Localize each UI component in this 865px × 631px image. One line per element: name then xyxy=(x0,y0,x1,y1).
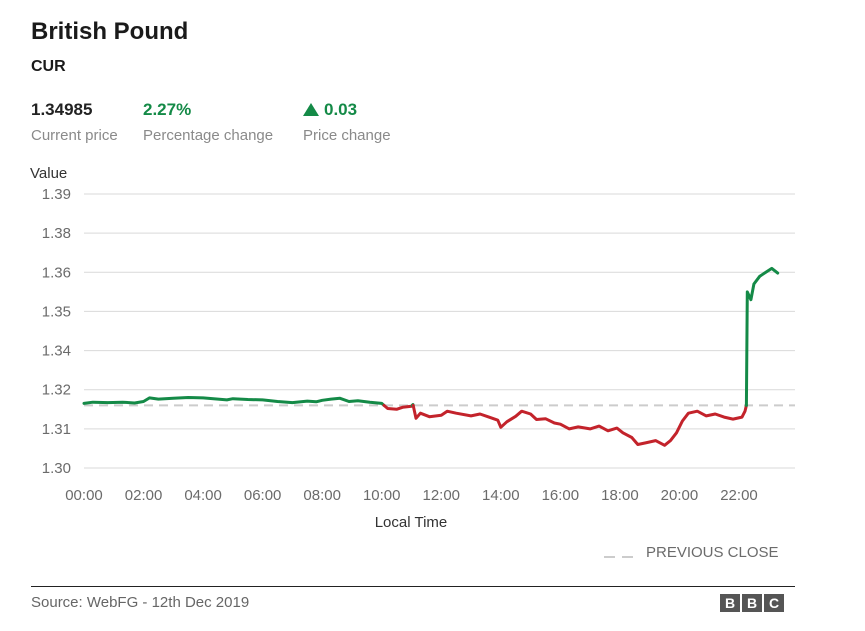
percentage-change-label: Percentage change xyxy=(143,127,274,144)
price-series xyxy=(82,266,780,447)
current-price-label: Current price xyxy=(31,127,118,144)
source-text: Source: WebFG - 12th Dec 2019 xyxy=(31,594,250,611)
logo-letter: B xyxy=(742,594,762,612)
x-tick-label: 00:00 xyxy=(65,487,103,504)
y-tick-label: 1.34 xyxy=(42,343,71,360)
y-tick-label: 1.38 xyxy=(42,225,71,242)
up-arrow-icon xyxy=(303,103,319,116)
x-tick-label: 08:00 xyxy=(303,487,341,504)
series-line-up xyxy=(82,396,386,407)
x-tick-label: 16:00 xyxy=(542,487,580,504)
x-tick-label: 20:00 xyxy=(661,487,699,504)
current-price-stat: 1.34985 Current price xyxy=(31,100,118,144)
x-axis-title: Local Time xyxy=(375,514,448,531)
x-tick-label: 10:00 xyxy=(363,487,401,504)
y-axis-ticks: 1.30 1.31 1.32 1.34 1.35 1.36 1.38 1.39 xyxy=(42,186,71,477)
y-tick-label: 1.31 xyxy=(42,421,71,438)
y-tick-label: 1.36 xyxy=(42,264,71,281)
y-axis-title: Value xyxy=(30,165,67,182)
x-tick-label: 12:00 xyxy=(422,487,460,504)
y-tick-label: 1.30 xyxy=(42,460,71,477)
x-tick-label: 06:00 xyxy=(244,487,282,504)
legend-previous-close-label: PREVIOUS CLOSE xyxy=(646,544,779,561)
logo-letter: C xyxy=(764,594,784,612)
bbc-logo: B B C xyxy=(720,594,784,612)
x-tick-label: 02:00 xyxy=(125,487,163,504)
y-tick-label: 1.39 xyxy=(42,186,71,203)
logo-letter: B xyxy=(720,594,740,612)
page-title: British Pound xyxy=(31,18,189,45)
x-axis-ticks: 00:00 02:00 04:00 06:00 08:00 10:00 12:00 14:00… xyxy=(65,487,758,504)
series-line-down xyxy=(411,403,748,447)
footer-divider xyxy=(31,586,795,587)
current-price-value: 1.34985 xyxy=(31,100,93,119)
chart-legend: PREVIOUS CLOSE xyxy=(604,544,779,561)
x-tick-label: 04:00 xyxy=(184,487,222,504)
percentage-change-value: 2.27% xyxy=(143,100,192,119)
y-tick-label: 1.35 xyxy=(42,303,71,320)
percentage-change-stat: 2.27% Percentage change xyxy=(143,100,273,144)
x-tick-label: 18:00 xyxy=(601,487,639,504)
chart-grid xyxy=(84,193,795,469)
page-subtitle: CUR xyxy=(31,58,66,75)
y-tick-label: 1.32 xyxy=(42,382,71,399)
series-line-up xyxy=(744,266,780,407)
price-change-stat: 0.03 Price change xyxy=(303,100,391,144)
price-change-label: Price change xyxy=(303,127,391,144)
price-change-value: 0.03 xyxy=(324,100,358,119)
x-tick-label: 22:00 xyxy=(720,487,758,504)
x-tick-label: 14:00 xyxy=(482,487,520,504)
